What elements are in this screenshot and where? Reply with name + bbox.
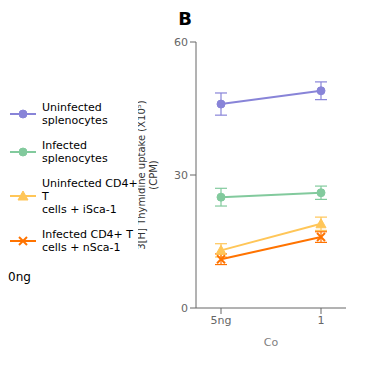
html-text:Infected CD4+ T cells + nSca-1: Infected CD4+ T cells + nSca-1 <box>42 227 133 254</box>
svg-text:30: 30 <box>174 169 188 182</box>
svg-text:5ng: 5ng <box>211 314 232 327</box>
html-text:Infected splenocytes: Infected splenocytes <box>42 138 108 165</box>
svg-text:1: 1 <box>318 314 325 327</box>
svg-text:0: 0 <box>181 302 188 315</box>
html-text:Uninfected CD4+ T cells + iSca: Uninfected CD4+ T cells + iSca-1 <box>42 176 138 216</box>
svg-text:60: 60 <box>174 36 188 49</box>
html-text:Uninfected splenocytes: Uninfected splenocytes <box>42 100 108 127</box>
svg-text:3[H] Thymidine uptake (X10⁵)(C: 3[H] Thymidine uptake (X10⁵)(CPM) <box>138 100 159 250</box>
svg-text:Co: Co <box>264 336 279 349</box>
html-text:0ng: 0ng <box>8 269 31 284</box>
html-text:B: B <box>178 8 192 29</box>
